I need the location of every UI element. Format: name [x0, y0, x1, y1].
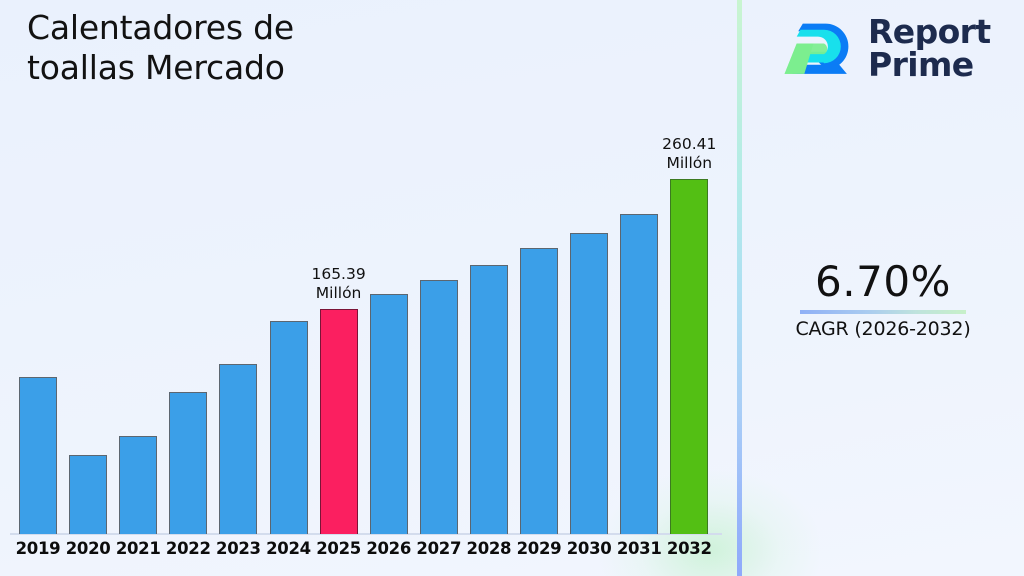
x-tick-2023: 2023: [216, 539, 261, 558]
cagr-caption: CAGR (2026-2032): [795, 318, 971, 340]
bar-2028[interactable]: [469, 265, 508, 534]
bar-2027[interactable]: [419, 280, 458, 534]
x-tick-2027: 2027: [416, 539, 462, 558]
bar-2032[interactable]: [670, 179, 709, 534]
x-tick-2019: 2019: [15, 539, 61, 558]
bar-2020[interactable]: [69, 454, 108, 534]
cagr-block: 6.70% CAGR (2026-2032): [742, 258, 1024, 341]
bar-chart-plot: 2019 2020 2021 2022 2023 2024 165.39 Millón 202…: [10, 135, 722, 558]
x-tick-2028: 2028: [466, 539, 512, 558]
bar-2022[interactable]: [169, 392, 208, 534]
bar-value-label-2032: 260.41 Millón: [662, 135, 717, 172]
brand-logo: Report Prime: [780, 10, 991, 86]
page-title: Calentadores de toallas Mercado: [27, 8, 295, 87]
x-tick-2031: 2031: [616, 539, 662, 558]
bar-2031[interactable]: [620, 213, 659, 534]
x-tick-2029: 2029: [516, 539, 562, 558]
bar-2024[interactable]: [269, 321, 308, 534]
bar-2021[interactable]: [119, 435, 158, 534]
bar-2029[interactable]: [520, 247, 558, 534]
x-tick-2032: 2032: [666, 539, 712, 558]
cagr-divider: [800, 310, 966, 314]
brand-name: Report Prime: [868, 12, 991, 84]
bar-2030[interactable]: [570, 232, 609, 534]
bar-2019[interactable]: [19, 377, 57, 534]
x-tick-2020: 2020: [65, 539, 111, 558]
x-tick-2025: 2025: [316, 539, 361, 558]
x-tick-2030: 2030: [566, 539, 612, 558]
x-tick-2022: 2022: [165, 539, 211, 558]
bar-2026[interactable]: [369, 294, 408, 534]
bar-value-label-2025: 165.39 Millón: [311, 264, 366, 302]
report-prime-r-logo-icon: [784, 23, 849, 74]
cagr-value: 6.70%: [815, 257, 951, 306]
x-axis-line: [10, 533, 722, 535]
bar-2025[interactable]: [319, 308, 358, 534]
panel-divider: [737, 0, 742, 576]
brand-panel: Report Prime 6.70% CAGR (2026-2032): [742, 0, 1024, 576]
x-tick-2026: 2026: [366, 539, 412, 558]
chart-panel: Calentadores de toallas Mercado 2019 2020…: [10, 8, 722, 558]
bar-2023[interactable]: [219, 363, 258, 534]
x-tick-2021: 2021: [115, 539, 161, 558]
x-tick-2024: 2024: [266, 539, 311, 558]
